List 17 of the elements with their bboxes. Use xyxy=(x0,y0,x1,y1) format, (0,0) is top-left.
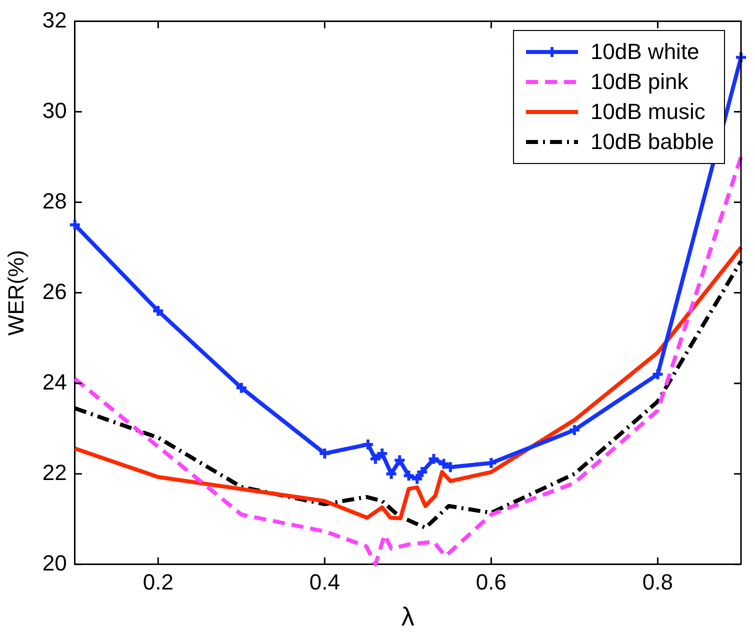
x-axis-title: λ xyxy=(401,602,414,632)
y-tick-label: 22 xyxy=(42,460,67,485)
y-tick-label: 26 xyxy=(42,278,67,304)
y-tick-label: 20 xyxy=(42,550,67,576)
y-tick-label: 24 xyxy=(42,369,67,394)
legend-label: 10dB music xyxy=(590,98,706,126)
y-tick-label: 30 xyxy=(42,98,67,123)
x-tick-label: 0.2 xyxy=(142,570,174,595)
x-tick-label: 0.6 xyxy=(476,570,506,595)
legend-label: 10dB pink xyxy=(590,68,688,96)
x-tick-label: 0.4 xyxy=(309,570,340,595)
x-tick-label: 0.8 xyxy=(642,570,674,595)
legend-label: 10dB babble xyxy=(590,128,714,156)
y-tick-label: 28 xyxy=(42,188,67,214)
y-axis-title: WER(%) xyxy=(3,250,28,336)
y-tick-label: 32 xyxy=(42,7,67,32)
legend-label: 10dB white xyxy=(590,38,700,66)
